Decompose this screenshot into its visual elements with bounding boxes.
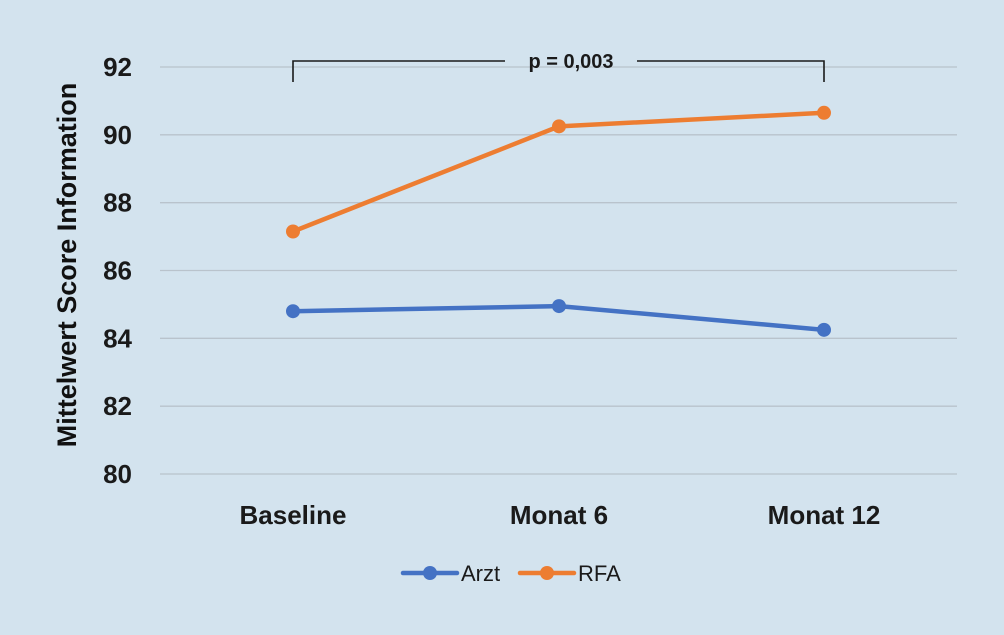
- series-group: [286, 105, 831, 337]
- legend: Arzt RFA: [400, 561, 621, 586]
- y-tick-label: 80: [103, 459, 132, 489]
- y-axis-ticks: 80 82 84 86 88 90 92: [103, 52, 132, 489]
- y-tick-label: 84: [103, 323, 132, 353]
- legend-swatch-marker: [423, 566, 437, 580]
- y-tick-label: 86: [103, 256, 132, 286]
- y-tick-label: 88: [103, 188, 132, 218]
- y-tick-label: 92: [103, 52, 132, 82]
- significance-bracket: p = 0,003: [292, 51, 825, 82]
- data-point-rfa: [552, 119, 566, 134]
- y-axis-label: Mittelwert Score Information: [52, 83, 82, 448]
- data-point-rfa: [817, 105, 831, 120]
- legend-swatch-marker: [540, 566, 554, 580]
- x-axis-categories: Baseline Monat 6 Monat 12: [240, 500, 881, 530]
- x-tick-label: Monat 6: [510, 500, 608, 530]
- y-tick-label: 82: [103, 391, 132, 421]
- data-point-arzt: [817, 322, 831, 337]
- p-value-label: p = 0,003: [528, 51, 613, 73]
- y-tick-label: 90: [103, 120, 132, 150]
- x-tick-label: Monat 12: [768, 500, 881, 530]
- data-point-arzt: [286, 304, 300, 319]
- legend-label-rfa: RFA: [578, 561, 621, 586]
- legend-label-arzt: Arzt: [461, 561, 500, 586]
- x-tick-label: Baseline: [240, 500, 347, 530]
- data-point-arzt: [552, 299, 566, 314]
- data-point-rfa: [286, 224, 300, 239]
- bracket-line: [292, 60, 825, 82]
